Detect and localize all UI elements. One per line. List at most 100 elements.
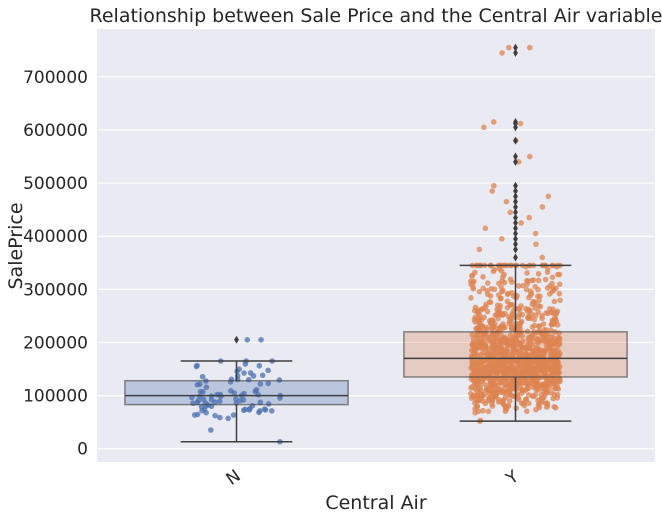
data-point bbox=[468, 278, 474, 284]
box bbox=[124, 379, 349, 406]
data-point bbox=[532, 230, 539, 237]
data-point bbox=[530, 298, 536, 305]
data-point bbox=[257, 399, 264, 406]
data-point bbox=[531, 331, 537, 338]
data-point bbox=[489, 400, 495, 407]
data-point bbox=[529, 311, 535, 318]
data-point bbox=[481, 124, 487, 131]
outlier-marker bbox=[513, 152, 518, 161]
data-point bbox=[518, 400, 525, 407]
data-point bbox=[511, 368, 518, 375]
data-point bbox=[487, 351, 494, 357]
data-point bbox=[469, 272, 476, 279]
data-point bbox=[535, 402, 542, 408]
data-point bbox=[479, 391, 486, 398]
data-point bbox=[496, 396, 502, 403]
data-point bbox=[517, 359, 523, 365]
outlier-marker bbox=[513, 234, 518, 243]
data-point bbox=[536, 323, 543, 329]
data-point bbox=[556, 271, 563, 278]
data-point bbox=[259, 372, 266, 379]
data-point bbox=[515, 283, 522, 289]
data-point bbox=[513, 405, 520, 411]
data-point bbox=[557, 297, 563, 304]
data-point bbox=[200, 389, 206, 395]
data-point bbox=[539, 204, 546, 210]
data-point bbox=[533, 406, 539, 413]
data-point bbox=[470, 394, 476, 400]
data-point bbox=[505, 342, 512, 349]
data-point bbox=[194, 381, 201, 388]
data-point bbox=[525, 294, 532, 301]
data-point bbox=[482, 342, 489, 348]
outlier-marker bbox=[513, 181, 518, 190]
data-point bbox=[256, 362, 263, 369]
data-point bbox=[208, 396, 215, 403]
data-point bbox=[474, 403, 481, 409]
chart-title: Relationship between Sale Price and the … bbox=[90, 5, 662, 27]
data-point bbox=[489, 366, 496, 373]
plot-area bbox=[97, 29, 655, 462]
data-point bbox=[253, 386, 260, 393]
data-point bbox=[545, 266, 551, 272]
data-point bbox=[485, 408, 492, 415]
data-point bbox=[484, 334, 491, 341]
data-point bbox=[476, 397, 483, 404]
data-point bbox=[265, 380, 272, 387]
x-tick-label: Y bbox=[502, 466, 523, 489]
data-point bbox=[524, 270, 530, 276]
data-point bbox=[498, 332, 505, 339]
outlier-marker bbox=[513, 240, 518, 249]
data-point bbox=[502, 403, 509, 410]
data-point bbox=[556, 290, 563, 297]
data-point bbox=[535, 277, 542, 284]
data-point bbox=[519, 369, 525, 375]
data-point bbox=[549, 338, 555, 345]
outlier-marker bbox=[513, 208, 518, 217]
x-axis-label: Central Air bbox=[325, 492, 426, 514]
outlier-marker bbox=[234, 335, 239, 344]
data-point bbox=[545, 193, 552, 200]
data-point bbox=[490, 339, 497, 345]
data-point bbox=[483, 368, 490, 374]
data-point bbox=[502, 408, 509, 415]
box bbox=[403, 331, 628, 378]
outlier-marker bbox=[513, 43, 518, 52]
data-point bbox=[256, 409, 262, 416]
data-point bbox=[241, 370, 247, 376]
data-point bbox=[497, 386, 504, 393]
data-point bbox=[552, 385, 559, 392]
data-point bbox=[530, 384, 536, 390]
outlier-marker bbox=[513, 202, 518, 211]
data-point bbox=[540, 383, 547, 389]
data-point bbox=[473, 325, 479, 332]
data-point bbox=[200, 396, 207, 403]
data-point bbox=[216, 398, 223, 405]
data-point bbox=[523, 408, 530, 414]
data-point bbox=[501, 390, 507, 396]
data-point bbox=[269, 408, 275, 414]
outlier-marker bbox=[513, 157, 518, 166]
data-point bbox=[483, 382, 489, 388]
data-point bbox=[501, 279, 508, 286]
data-point bbox=[191, 412, 198, 418]
data-point bbox=[498, 284, 504, 290]
data-point bbox=[550, 395, 556, 402]
data-point bbox=[505, 290, 512, 297]
data-point bbox=[530, 358, 537, 364]
data-point bbox=[489, 188, 495, 194]
data-point bbox=[492, 383, 498, 389]
data-point bbox=[477, 371, 483, 378]
y-tick-label: 0 bbox=[77, 440, 88, 460]
outlier-marker bbox=[513, 136, 518, 145]
data-point bbox=[480, 376, 486, 383]
boxes bbox=[124, 43, 628, 443]
data-point bbox=[484, 308, 491, 315]
data-point bbox=[474, 352, 481, 359]
data-point bbox=[474, 334, 481, 341]
y-tick-label: 300000 bbox=[23, 280, 88, 300]
data-point bbox=[471, 345, 478, 352]
data-point bbox=[530, 277, 537, 283]
data-point bbox=[475, 365, 482, 372]
data-point bbox=[506, 44, 512, 51]
